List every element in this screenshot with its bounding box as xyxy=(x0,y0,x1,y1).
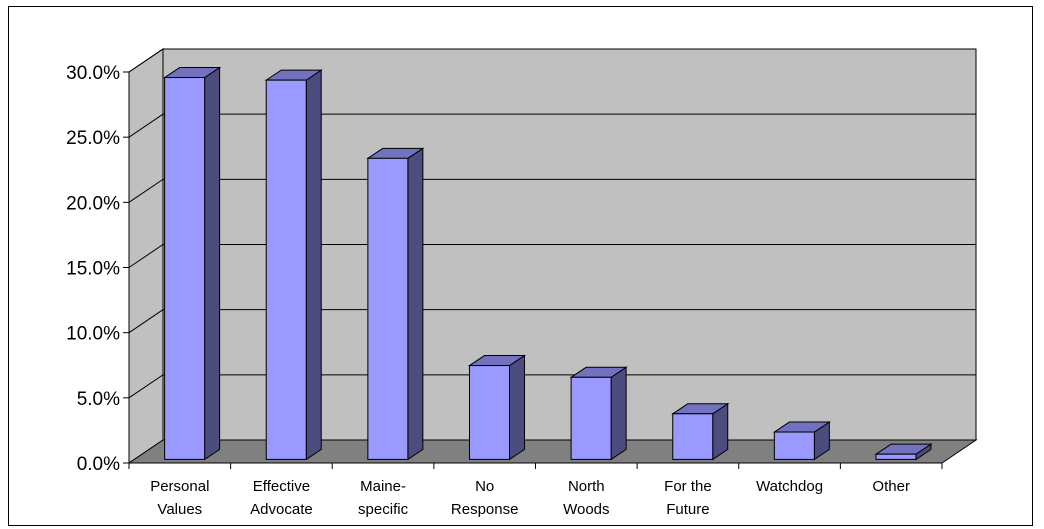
bar xyxy=(162,66,222,461)
bar-front xyxy=(164,77,206,460)
x-tick-label: North Woods xyxy=(563,478,609,518)
bar xyxy=(569,366,628,461)
bar-front xyxy=(570,376,612,460)
y-tick-labels: 0.0% 5.0% 10.0% 15.0% 20.0% 25.0% 30.0% xyxy=(66,63,120,475)
gridlines xyxy=(128,48,976,399)
bar xyxy=(874,443,933,461)
y-tick-label: 0.0% xyxy=(77,454,120,475)
y-tick-label: 10.0% xyxy=(66,324,120,345)
chart-floor xyxy=(127,439,978,464)
bar-side xyxy=(610,366,627,461)
chart-axes xyxy=(123,71,943,469)
bar-front xyxy=(672,413,714,460)
x-tick-label: Watchdog xyxy=(756,478,823,495)
chart-walls xyxy=(128,48,977,464)
bar xyxy=(772,421,832,461)
bar-front xyxy=(875,453,917,460)
floor xyxy=(127,439,978,464)
gridline xyxy=(128,178,976,203)
bar-side xyxy=(508,354,525,461)
bar-side xyxy=(204,66,221,461)
bar xyxy=(366,147,425,461)
bar xyxy=(264,69,323,461)
y-tick-label: 25.0% xyxy=(66,128,120,149)
x-tick-labels: Personal Values Effective Advocate Maine-spe… xyxy=(150,478,910,518)
bar xyxy=(467,354,527,461)
x-tick-label: No Response xyxy=(451,478,519,518)
bar-front xyxy=(265,79,307,460)
bar-side xyxy=(407,147,424,461)
bar-front xyxy=(468,365,510,460)
bar-front xyxy=(367,157,409,460)
gridline xyxy=(128,113,976,138)
bar-chart: 0.0% 5.0% 10.0% 15.0% 20.0% 25.0% 30.0% Person… xyxy=(66,48,978,518)
x-tick-label: Personal Values xyxy=(150,478,209,518)
y-tick-label: 20.0% xyxy=(66,193,120,214)
x-tick-label: Maine-specific xyxy=(358,478,409,518)
x-tick-label: Other xyxy=(872,478,910,495)
bars xyxy=(162,66,933,461)
y-tick-label: 5.0% xyxy=(77,389,120,410)
bar-side xyxy=(305,69,322,461)
gridline xyxy=(128,309,976,334)
y-tick-label: 15.0% xyxy=(66,259,120,280)
x-tick-label: Effective Advocate xyxy=(250,478,313,518)
gridline xyxy=(128,374,976,399)
bar xyxy=(671,402,730,461)
gridline xyxy=(128,244,976,268)
gridline xyxy=(128,48,976,73)
x-tick-label: For the Future xyxy=(664,478,712,518)
chart-frame: 0.0% 5.0% 10.0% 15.0% 20.0% 25.0% 30.0% Person… xyxy=(8,6,1033,526)
y-tick-label: 30.0% xyxy=(66,63,120,84)
bar-front xyxy=(773,431,815,460)
